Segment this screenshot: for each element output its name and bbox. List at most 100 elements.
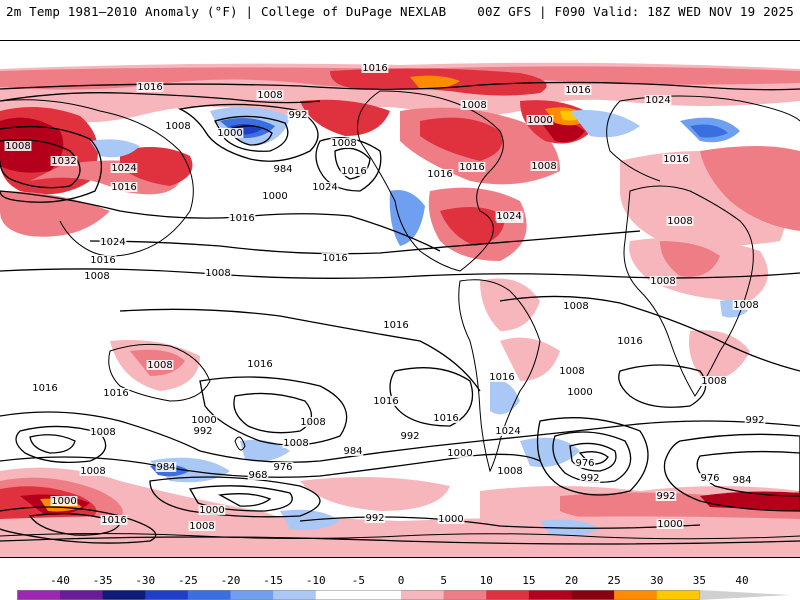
- colorbar-swatch: [102, 590, 146, 600]
- isobar-label: 1008: [461, 100, 486, 111]
- isobar-label: 1024: [495, 426, 520, 437]
- isobar-label: 1016: [103, 388, 128, 399]
- isobar-label: 1016: [137, 82, 162, 93]
- colorbar-swatch: [614, 590, 658, 600]
- isobar-label-bg: [190, 415, 218, 425]
- colorbar-tick-label: 0: [397, 574, 405, 587]
- colorbar-tick-label: 20: [564, 574, 579, 587]
- isobar-label-bg: [437, 514, 465, 524]
- isobar-label-bg: [155, 462, 177, 472]
- isobar-label-bg: [110, 182, 138, 192]
- isobar-label: 1016: [383, 320, 408, 331]
- colorbar-tick-label: -25: [177, 574, 198, 587]
- isobar-label: 1016: [459, 162, 484, 173]
- colorbar-tick-label: 25: [607, 574, 621, 587]
- isobar-label: 1008: [331, 138, 356, 149]
- isobar-labels: 1016101610081008992100810321024101610009…: [4, 63, 766, 532]
- isobar-label-bg: [488, 372, 516, 382]
- colorbar-swatch: [443, 590, 487, 600]
- isobar-label: 1008: [165, 121, 190, 132]
- isobar-label-bg: [299, 417, 327, 427]
- isobar-label-bg: [4, 141, 32, 151]
- colorbar-tick-label: -10: [305, 574, 326, 587]
- colorbar-swatch: [358, 590, 402, 600]
- isobar-label: 1024: [645, 95, 670, 106]
- isobar-label: 1016: [32, 383, 57, 394]
- isobar-label: 1008: [84, 271, 109, 282]
- isobar-label-bg: [282, 438, 310, 448]
- isobar-label: 1000: [199, 505, 224, 516]
- isobar-label-bg: [31, 383, 59, 393]
- colorbar-swatch: [60, 590, 104, 600]
- map-title: 2m Temp 1981–2010 Anomaly (°F) | College…: [6, 4, 447, 19]
- isobar-label-bg: [616, 336, 644, 346]
- isobar-label-bg: [361, 63, 389, 73]
- isobar-label-bg: [744, 415, 766, 425]
- isobar-label: 1008: [205, 268, 230, 279]
- isobar-label: 1016: [341, 166, 366, 177]
- colorbar-tick-label: -30: [135, 574, 156, 587]
- isobar-label-bg: [342, 446, 364, 456]
- isobar-label-bg: [562, 301, 590, 311]
- isobar-label-bg: [579, 473, 601, 483]
- isobar-label: 984: [273, 164, 292, 175]
- isobar-label-bg: [204, 268, 232, 278]
- isobar-label-bg: [287, 110, 309, 120]
- colorbar-tick-label: 5: [440, 574, 447, 587]
- isobar-label: 1016: [101, 515, 126, 526]
- colorbar-swatch: [187, 590, 231, 600]
- isobar-label-bg: [136, 82, 164, 92]
- isobar-label: 968: [248, 470, 267, 481]
- isobar-label-bg: [656, 519, 684, 529]
- isobar-label: 1008: [5, 141, 30, 152]
- colorbar-tick-label: -35: [92, 574, 113, 587]
- isobar-label-bg: [216, 128, 244, 138]
- isobar-label: 1000: [657, 519, 682, 530]
- isobar-label: 1000: [191, 415, 216, 426]
- isobar-label: 1024: [100, 237, 125, 248]
- isobar-label-bg: [558, 366, 586, 376]
- isobar-label-bg: [321, 253, 349, 263]
- isobar-label: 1024: [111, 163, 136, 174]
- isobar-label: 1000: [51, 496, 76, 507]
- isobar-label: 1016: [111, 182, 136, 193]
- isobar-label: 1016: [663, 154, 688, 165]
- isobar-label-bg: [228, 213, 256, 223]
- isobar-label: 992: [365, 513, 384, 524]
- isobar-label-bg: [666, 216, 694, 226]
- isobar-label-bg: [460, 100, 488, 110]
- isobar-label-bg: [699, 473, 721, 483]
- isobar-label: 1008: [733, 300, 758, 311]
- isobar-label-bg: [256, 90, 284, 100]
- colorbar-tick-label: 35: [692, 574, 706, 587]
- colorbar-tick-label: -15: [263, 574, 284, 587]
- isobar-label-bg: [399, 431, 421, 441]
- model-run-label: 00Z GFS | F090 Valid: 18Z WED NOV 19 202…: [477, 4, 794, 19]
- colorbar-tick-label: 40: [735, 574, 749, 587]
- isobar-label: 1016: [427, 169, 452, 180]
- isobar-label-bg: [272, 164, 294, 174]
- colorbar-swatch: [315, 590, 359, 600]
- isobar-label-bg: [495, 211, 523, 221]
- isobar-label-bg: [164, 121, 192, 131]
- isobar-label-bg: [564, 85, 592, 95]
- colorbar-swatch: [656, 590, 700, 600]
- isobar-label-bg: [50, 156, 78, 166]
- isobar-label-bg: [100, 515, 128, 525]
- isobar-label-bg: [102, 388, 130, 398]
- isobar-label-bg: [198, 505, 226, 515]
- isobar-label: 1000: [262, 191, 287, 202]
- colorbar-swatch: [528, 590, 572, 600]
- isobar-label-bg: [426, 169, 454, 179]
- isobar-label-bg: [382, 320, 410, 330]
- isobar-label: 1000: [527, 115, 552, 126]
- isobar-label-bg: [662, 154, 690, 164]
- isobar-label-bg: [496, 466, 524, 476]
- colorbar-swatch: [145, 590, 189, 600]
- isobar-label: 1000: [567, 387, 592, 398]
- colorbar-swatch: [230, 590, 274, 600]
- isobar-label: 1016: [229, 213, 254, 224]
- isobar-label: 992: [400, 431, 419, 442]
- isobar-label-bg: [530, 161, 558, 171]
- isobar-label-bg: [649, 276, 677, 286]
